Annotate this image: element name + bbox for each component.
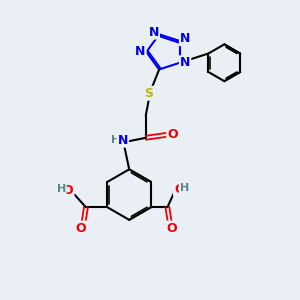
Text: O: O	[167, 128, 178, 141]
Text: O: O	[63, 184, 74, 197]
Text: N: N	[118, 134, 128, 147]
Text: S: S	[144, 87, 153, 100]
Text: O: O	[167, 221, 178, 235]
Text: H: H	[111, 135, 120, 145]
Text: H: H	[57, 184, 66, 194]
Text: N: N	[180, 56, 190, 69]
Text: O: O	[76, 221, 86, 235]
Text: N: N	[135, 45, 146, 58]
Text: H: H	[180, 183, 189, 193]
Text: O: O	[174, 183, 184, 196]
Text: N: N	[180, 32, 190, 45]
Text: N: N	[148, 26, 159, 38]
